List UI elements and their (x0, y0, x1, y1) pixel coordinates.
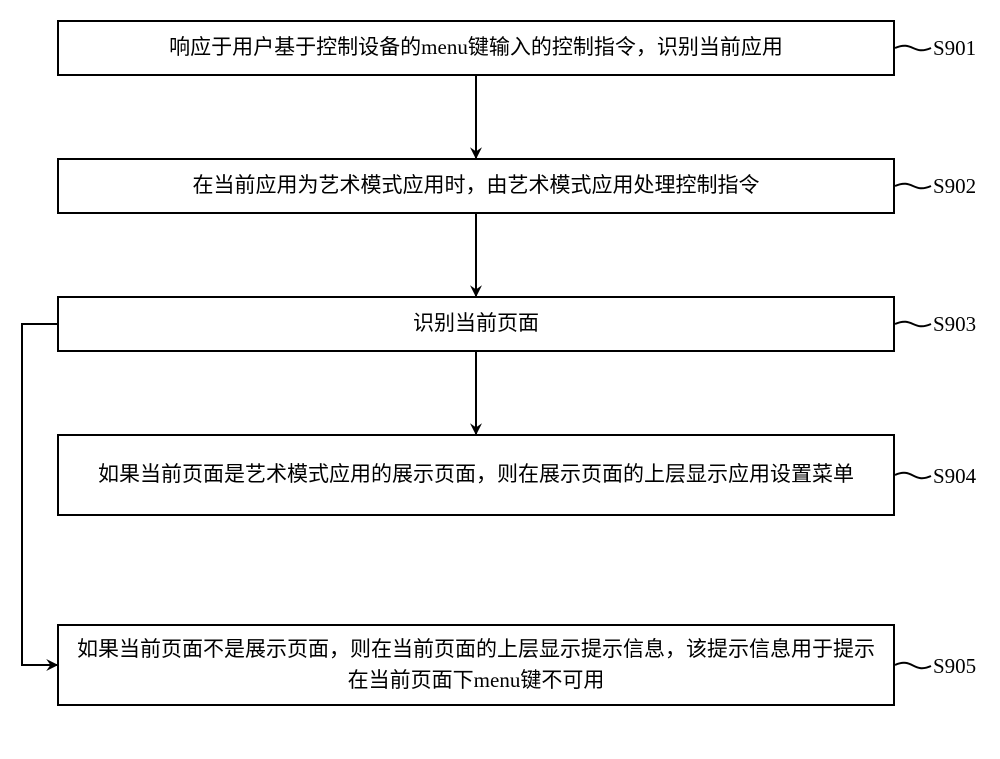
step-s901-box: 响应于用户基于控制设备的menu键输入的控制指令，识别当前应用 (57, 20, 895, 76)
flowchart-canvas: 响应于用户基于控制设备的menu键输入的控制指令，识别当前应用 在当前应用为艺术… (0, 0, 1000, 759)
step-s903-box: 识别当前页面 (57, 296, 895, 352)
step-s904-box: 如果当前页面是艺术模式应用的展示页面，则在展示页面的上层显示应用设置菜单 (57, 434, 895, 516)
step-s901-text: 响应于用户基于控制设备的menu键输入的控制指令，识别当前应用 (169, 32, 783, 64)
step-s905-text: 如果当前页面不是展示页面，则在当前页面的上层显示提示信息，该提示信息用于提示在当… (71, 634, 881, 697)
step-s903-text: 识别当前页面 (413, 308, 539, 340)
step-s902-box: 在当前应用为艺术模式应用时，由艺术模式应用处理控制指令 (57, 158, 895, 214)
step-s905-label: S905 (933, 654, 976, 679)
step-s902-label: S902 (933, 174, 976, 199)
step-s905-box: 如果当前页面不是展示页面，则在当前页面的上层显示提示信息，该提示信息用于提示在当… (57, 624, 895, 706)
step-s903-label: S903 (933, 312, 976, 337)
step-s904-text: 如果当前页面是艺术模式应用的展示页面，则在展示页面的上层显示应用设置菜单 (98, 459, 854, 491)
step-s902-text: 在当前应用为艺术模式应用时，由艺术模式应用处理控制指令 (193, 170, 760, 202)
step-s904-label: S904 (933, 464, 976, 489)
step-s901-label: S901 (933, 36, 976, 61)
